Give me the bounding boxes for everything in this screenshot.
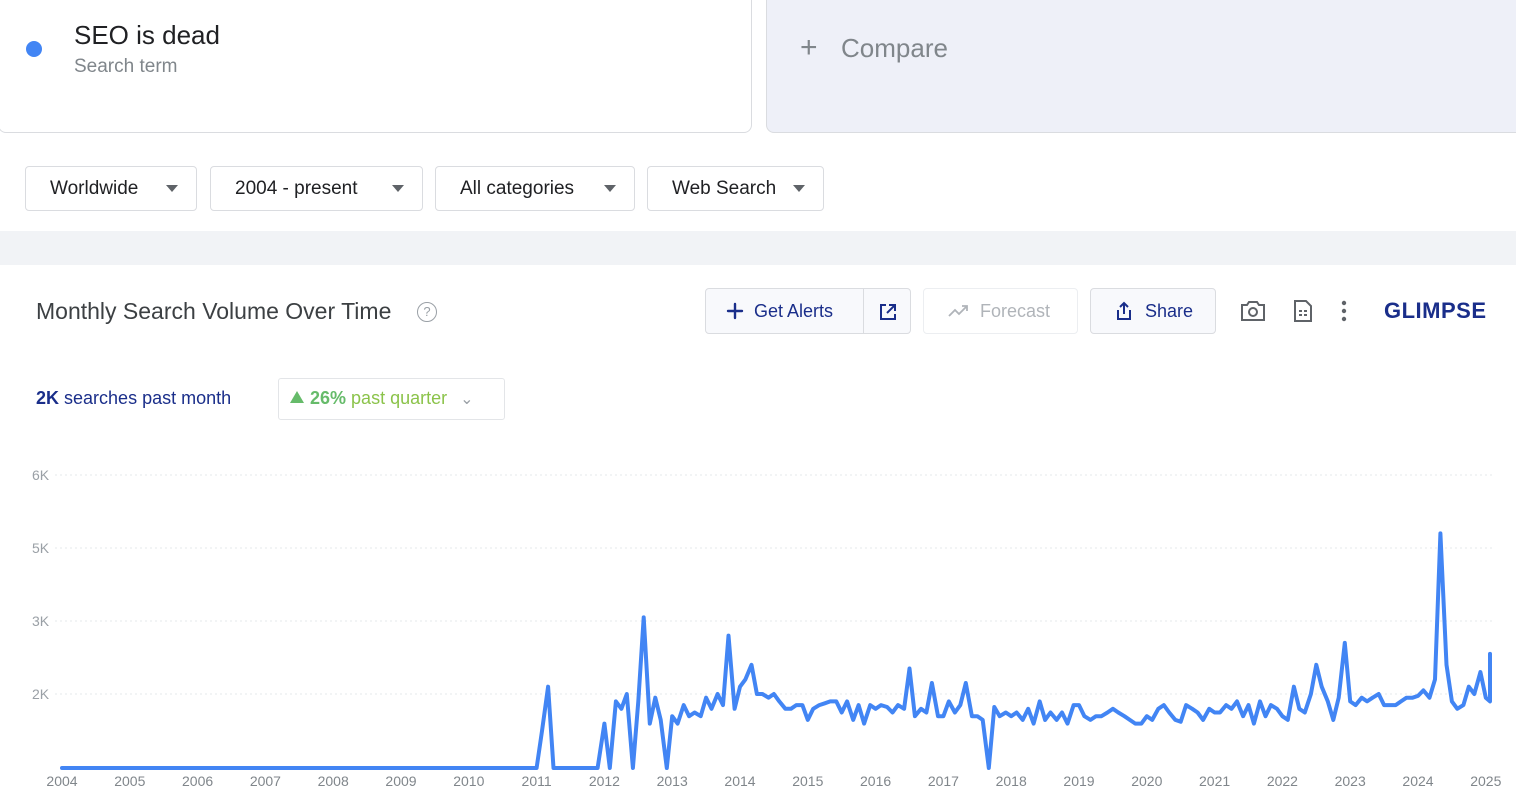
category-dropdown[interactable]: All categories: [435, 166, 635, 211]
caret-down-icon: [604, 185, 616, 192]
caret-down-icon: [392, 185, 404, 192]
y-tick-label: 2K: [32, 686, 50, 702]
get-alerts-button[interactable]: Get Alerts: [705, 288, 911, 334]
x-tick-label: 2015: [792, 773, 823, 789]
x-axis-ticks: 2004 2005 2006 2007 2008 2009 2010 2011 2012 2013…: [46, 773, 1501, 789]
search-volume-chart[interactable]: 6K 5K 3K 2K 2004 2005 2006 2007 2008 2009 2010 201…: [0, 455, 1516, 810]
share-icon: [1117, 301, 1131, 320]
search-type-dropdown-label: Web Search: [672, 177, 777, 199]
x-tick-label: 2021: [1199, 773, 1230, 789]
x-tick-label: 2012: [589, 773, 620, 789]
document-icon[interactable]: [1293, 299, 1313, 323]
x-tick-label: 2014: [724, 773, 755, 789]
x-tick-label: 2008: [318, 773, 349, 789]
x-tick-label: 2013: [657, 773, 688, 789]
trend-icon: [948, 305, 968, 317]
x-tick-label: 2010: [453, 773, 484, 789]
x-tick-label: 2023: [1335, 773, 1366, 789]
glimpse-logo: GLIMPSE: [1384, 298, 1487, 323]
x-tick-label: 2016: [860, 773, 891, 789]
button-divider: [863, 289, 864, 333]
category-dropdown-label: All categories: [460, 177, 575, 199]
compare-button-label[interactable]: Compare: [841, 33, 948, 63]
search-volume-stat: 2K searches past month: [36, 388, 231, 409]
time-range-dropdown-label: 2004 - present: [235, 177, 358, 199]
region-dropdown[interactable]: Worldwide: [25, 166, 197, 211]
camera-icon[interactable]: [1240, 300, 1266, 322]
share-label: Share: [1145, 300, 1194, 321]
forecast-button[interactable]: Forecast: [923, 288, 1078, 334]
x-tick-label: 2011: [522, 773, 552, 789]
get-alerts-label: Get Alerts: [754, 300, 834, 321]
section-divider: [0, 231, 1516, 265]
growth-text: past quarter: [351, 388, 448, 408]
chevron-down-icon: ⌄: [460, 391, 474, 408]
y-tick-label: 3K: [32, 613, 50, 629]
x-tick-label: 2006: [182, 773, 213, 789]
compare-card[interactable]: [766, 0, 1516, 133]
region-dropdown-label: Worldwide: [50, 177, 139, 199]
forecast-label: Forecast: [980, 300, 1051, 321]
y-axis-ticks: 6K 5K 3K 2K: [32, 467, 50, 702]
x-tick-label: 2018: [996, 773, 1027, 789]
x-tick-label: 2024: [1402, 773, 1433, 789]
x-tick-label: 2009: [385, 773, 416, 789]
up-triangle-icon: [290, 391, 304, 403]
x-tick-label: 2020: [1131, 773, 1162, 789]
help-icon[interactable]: ?: [417, 302, 437, 322]
share-button[interactable]: Share: [1090, 288, 1216, 334]
time-range-dropdown[interactable]: 2004 - present: [210, 166, 423, 211]
caret-down-icon: [793, 185, 805, 192]
search-volume-value: 2K: [36, 388, 60, 408]
plus-icon: [726, 302, 744, 320]
y-tick-label: 6K: [32, 467, 50, 483]
x-tick-label: 2017: [928, 773, 959, 789]
growth-stat[interactable]: 26% past quarter ⌄: [290, 388, 474, 409]
growth-dropdown[interactable]: [278, 378, 505, 420]
series-line: [60, 531, 1492, 770]
x-tick-label: 2005: [114, 773, 145, 789]
chart-title: Monthly Search Volume Over Time: [36, 298, 392, 324]
chart-grid: [55, 474, 1492, 695]
x-tick-label: 2007: [250, 773, 281, 789]
x-tick-label: 2004: [46, 773, 77, 789]
x-tick-label: 2025: [1470, 773, 1501, 789]
caret-down-icon: [166, 185, 178, 192]
y-tick-label: 5K: [32, 540, 50, 556]
search-volume-text: searches past month: [64, 388, 232, 408]
search-type-dropdown[interactable]: Web Search: [647, 166, 824, 211]
plus-icon[interactable]: +: [800, 31, 818, 64]
term-color-dot: [26, 41, 42, 57]
x-tick-label: 2019: [1063, 773, 1094, 789]
search-term-card[interactable]: [0, 0, 752, 133]
external-link-icon[interactable]: [878, 302, 898, 322]
more-vert-icon[interactable]: [1340, 300, 1348, 322]
term-type-label: Search term: [74, 56, 178, 77]
term-name[interactable]: SEO is dead: [74, 20, 220, 50]
growth-value: 26%: [310, 388, 347, 408]
x-tick-label: 2022: [1267, 773, 1298, 789]
